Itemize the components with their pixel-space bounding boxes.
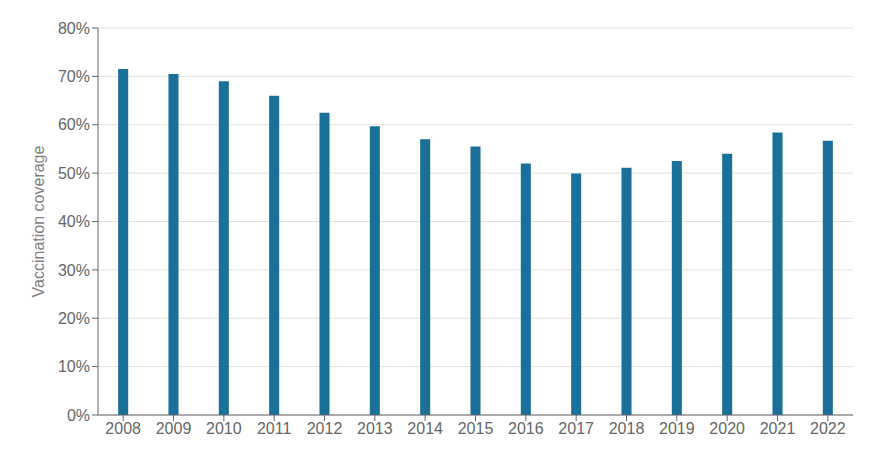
svg-text:2008: 2008 [105, 420, 141, 437]
svg-text:2020: 2020 [709, 420, 745, 437]
svg-text:2012: 2012 [307, 420, 343, 437]
svg-text:2019: 2019 [659, 420, 695, 437]
svg-text:50%: 50% [58, 165, 90, 182]
svg-text:10%: 10% [58, 358, 90, 375]
svg-text:2022: 2022 [810, 420, 846, 437]
svg-text:60%: 60% [58, 116, 90, 133]
svg-text:40%: 40% [58, 213, 90, 230]
svg-text:2013: 2013 [357, 420, 393, 437]
svg-text:2017: 2017 [558, 420, 594, 437]
svg-text:2014: 2014 [407, 420, 443, 437]
svg-text:2016: 2016 [508, 420, 544, 437]
svg-text:80%: 80% [58, 20, 90, 37]
svg-text:2011: 2011 [257, 420, 292, 437]
svg-text:Vaccination coverage: Vaccination coverage [30, 146, 47, 298]
svg-text:2018: 2018 [609, 420, 645, 437]
svg-text:0%: 0% [67, 407, 90, 424]
svg-text:30%: 30% [58, 262, 90, 279]
svg-text:2015: 2015 [458, 420, 494, 437]
svg-text:2009: 2009 [156, 420, 192, 437]
svg-text:70%: 70% [58, 68, 90, 85]
svg-text:2021: 2021 [760, 420, 796, 437]
svg-text:20%: 20% [58, 310, 90, 327]
svg-text:2010: 2010 [206, 420, 242, 437]
